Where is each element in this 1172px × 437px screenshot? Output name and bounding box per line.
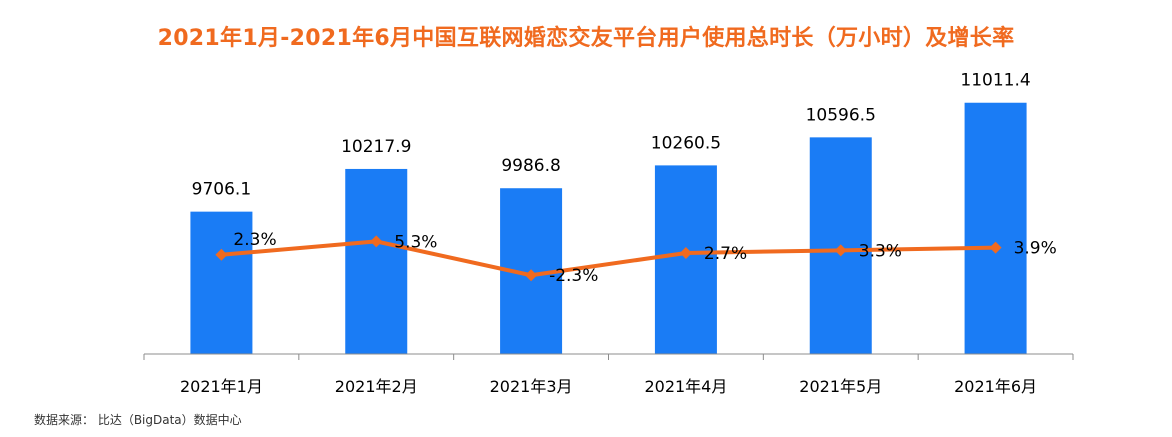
growth-label: -2.3% (549, 266, 598, 286)
chart-title: 2021年1月-2021年6月中国互联网婚恋交友平台用户使用总时长（万小时）及增… (157, 26, 1015, 51)
bar (964, 102, 1027, 354)
x-tick-labels: 2021年1月 2021年2月 2021年3月 2021年4月 2021年5月 2021年… (180, 377, 1037, 396)
x-tick-label: 2021年6月 (954, 377, 1037, 396)
bar-value-label: 11011.4 (960, 71, 1030, 91)
bar (654, 165, 717, 354)
growth-label: 3.3% (859, 241, 902, 261)
growth-point (679, 246, 692, 259)
growth-point (989, 241, 1002, 254)
x-axis (143, 353, 1074, 360)
growth-label: 3.9% (1014, 239, 1057, 259)
growth-point (834, 244, 847, 257)
x-tick-label: 2021年5月 (799, 377, 882, 396)
x-tick-label: 2021年3月 (490, 377, 573, 396)
growth-point (370, 235, 383, 248)
growth-label: 2.3% (233, 230, 276, 250)
bar-value-label: 9986.8 (501, 156, 560, 176)
growth-line-layer (215, 235, 1002, 282)
bar-value-label: 10260.5 (651, 133, 721, 153)
source-note: 数据来源： 比达（BigData）数据中心 (34, 413, 242, 427)
growth-labels-layer: 2.3% 5.3% -2.3% 2.7% 3.3% 3.9% (233, 230, 1056, 286)
growth-point (525, 269, 538, 282)
x-tick-label: 2021年1月 (180, 377, 263, 396)
growth-line (221, 239, 996, 278)
x-tick-label: 2021年4月 (644, 377, 727, 396)
bar (345, 168, 408, 354)
bar-value-label: 9706.1 (192, 180, 251, 200)
growth-label: 5.3% (394, 232, 437, 252)
bars-layer (190, 102, 1027, 354)
bar-value-label: 10217.9 (341, 137, 411, 157)
bar-labels-layer: 9706.1 10217.9 9986.8 10260.5 10596.5 11011.4 (192, 71, 1031, 200)
growth-point (215, 248, 228, 261)
x-tick-label: 2021年2月 (335, 377, 418, 396)
growth-label: 2.7% (704, 244, 747, 264)
bar-value-label: 10596.5 (806, 105, 876, 125)
bar (190, 211, 253, 354)
